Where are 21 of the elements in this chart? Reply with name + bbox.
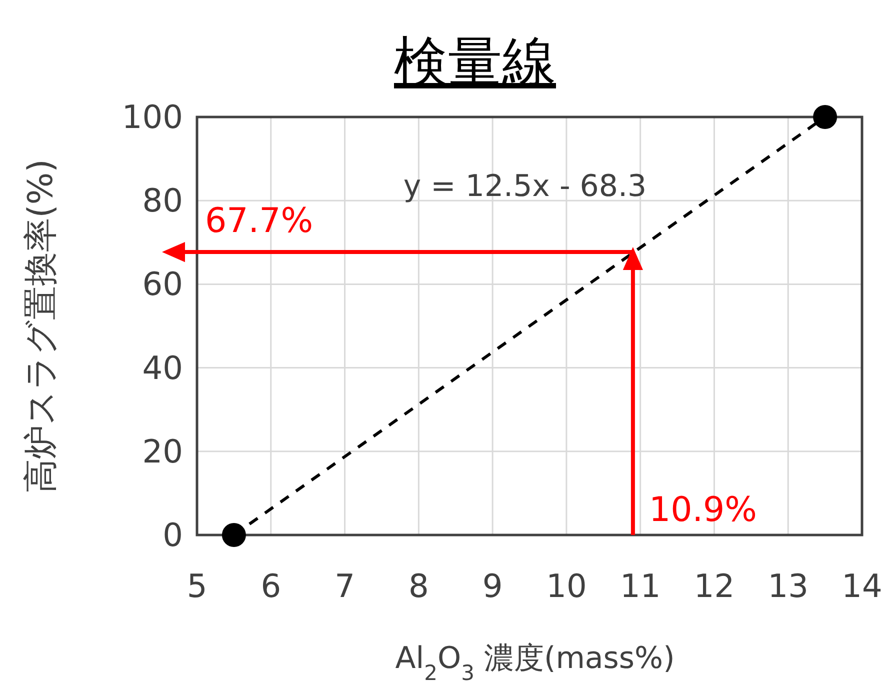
x-tick-label: 6 (260, 567, 282, 605)
annotation: 10.9% (648, 490, 757, 530)
y-tick-label: 20 (142, 432, 183, 470)
y-axis-title: 高炉スラグ置換率(%) (21, 159, 61, 493)
x-tick-label: 5 (186, 567, 208, 605)
x-tick-label: 10 (546, 567, 587, 605)
y-tick-label: 80 (142, 182, 183, 220)
annotation: y = 12.5x - 68.3 (403, 169, 647, 204)
x-tick-label: 12 (694, 567, 735, 605)
annotation: 67.7% (205, 201, 314, 242)
x-tick-label: 13 (768, 567, 808, 605)
x-tick-label: 9 (482, 567, 503, 605)
x-tick-label: 8 (408, 567, 429, 605)
y-tick-label: 60 (142, 265, 183, 304)
x-tick-label: 14 (842, 567, 882, 605)
x-tick-label: 11 (620, 567, 661, 605)
x-axis-title: Al$_{2}$O$_{3}$ 濃度(mass%) (395, 641, 675, 685)
y-tick-label: 40 (142, 348, 183, 387)
y-tick-label: 0 (162, 516, 183, 554)
y-tick-label: 100 (122, 98, 183, 136)
x-tick-label: 7 (334, 567, 355, 605)
